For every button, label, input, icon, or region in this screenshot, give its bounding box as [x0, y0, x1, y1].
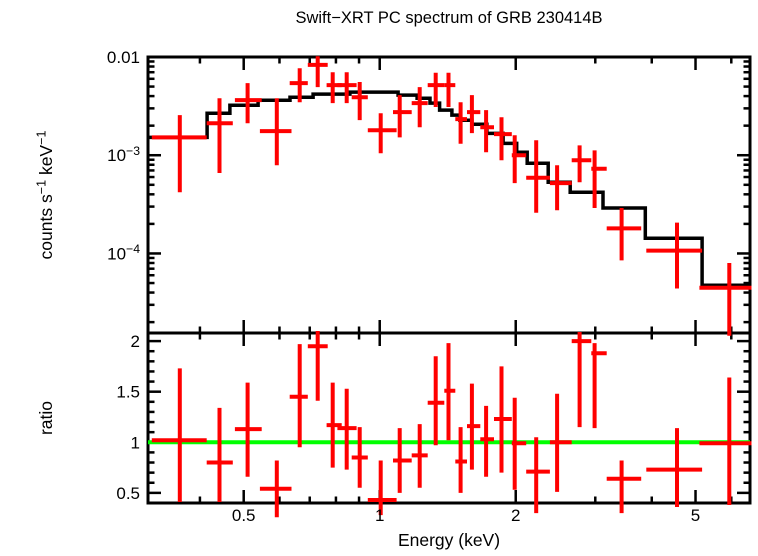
ratio-data-point: [206, 407, 233, 502]
spectrum-data-point: [427, 72, 445, 107]
ratio-data-point: [511, 397, 527, 490]
spectrum-data-point: [307, 56, 328, 88]
ratio-data-point: [571, 332, 592, 428]
y-axis-title: counts s−1 keV−1: [34, 131, 56, 260]
spectrum-data-point: [526, 140, 550, 213]
plot-content-layer: [148, 56, 752, 518]
spectrum-data-point: [646, 222, 703, 289]
ratio-data-point: [467, 383, 481, 470]
ratio-data-point: [480, 405, 494, 477]
spectrum-data-point: [367, 113, 397, 154]
ratio-data-point: [351, 427, 368, 488]
ratio-data-point: [526, 437, 550, 514]
x-axis-title: Energy (keV): [398, 530, 500, 550]
spectrum-data-point: [444, 72, 456, 107]
ratio-data-point: [289, 344, 308, 448]
ratio-data-point: [699, 377, 752, 505]
spectrum-data-point: [591, 150, 607, 208]
x-tick-label: 1: [375, 506, 384, 525]
spectrum-data-point: [411, 87, 428, 128]
spectrum-data-point: [494, 117, 512, 161]
ratio-data-point: [326, 382, 342, 468]
ratio-data-point: [606, 460, 642, 514]
ratio-data-point: [307, 331, 328, 401]
y-tick-label: 10−4: [107, 242, 140, 263]
spectrum-data-point: [699, 263, 752, 336]
y-axis-title-ratio: ratio: [36, 401, 56, 435]
y-tick-label: 2: [131, 332, 140, 351]
spectrum-data-point: [289, 68, 308, 103]
ratio-data-point: [234, 382, 262, 477]
spectrum-data-point: [571, 145, 592, 183]
spectrum-data-point: [393, 95, 412, 138]
ratio-data-point: [393, 428, 412, 493]
spectrum-data-point: [511, 135, 527, 184]
ratio-panel-frame: [146, 331, 752, 505]
spectrum-data-point: [337, 72, 357, 104]
spectrum-data-point: [151, 115, 207, 193]
ratio-data-point: [549, 393, 572, 492]
spectrum-data-point: [206, 98, 233, 173]
y-axis-title-ratio-group: ratio: [36, 401, 56, 435]
ratio-data-point: [494, 366, 512, 473]
ratio-data-point: [411, 424, 428, 488]
x-tick-label: 0.5: [232, 506, 256, 525]
ratio-data-point: [427, 356, 445, 446]
model-step-line: [148, 90, 750, 287]
x-tick-label: 5: [691, 506, 700, 525]
spectrum-data-point: [606, 208, 642, 261]
spectrum-data-point: [351, 82, 368, 121]
ratio-data-point: [259, 460, 292, 518]
x-tick-label: 2: [511, 506, 520, 525]
axes-layer: [146, 55, 752, 505]
axis-label-layer: 0.01 10−3 10−4 0.5 1 1.5 2 0.5 1 2 5 counts s−1 keV…: [34, 48, 700, 525]
ratio-data-point: [367, 460, 397, 516]
y-tick-label: 0.5: [116, 484, 140, 503]
y-tick-label: 10−3: [107, 144, 140, 165]
spectrum-data-point: [549, 165, 572, 211]
spectrum-data-point: [455, 102, 467, 144]
ratio-data-point: [151, 368, 207, 502]
ratio-data-point: [337, 388, 357, 470]
y-axis-title-group: counts s−1 keV−1: [34, 131, 56, 260]
chart-title: Swift−XRT PC spectrum of GRB 230414B: [295, 9, 602, 27]
y-tick-label: 0.01: [107, 48, 140, 67]
ratio-data-point: [444, 343, 456, 441]
spectrum-data-point: [259, 98, 292, 166]
spectrum-data-point: [480, 110, 494, 153]
spectrum-data-point: [467, 95, 481, 134]
y-tick-label: 1.5: [116, 383, 140, 402]
ratio-data-point: [455, 427, 467, 493]
spectrum-data-point: [234, 83, 262, 124]
y-tick-label: 1: [131, 433, 140, 452]
ratio-data-point: [591, 343, 607, 429]
ratio-data-point: [646, 428, 703, 507]
